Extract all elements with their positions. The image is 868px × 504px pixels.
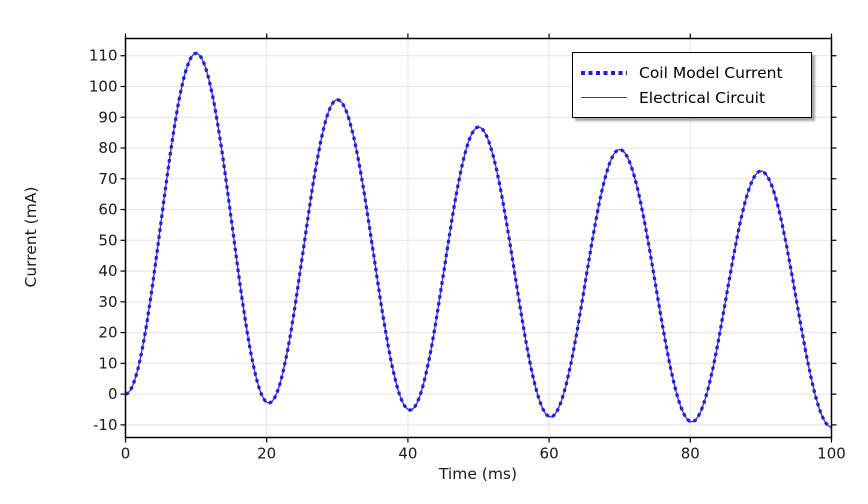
y-tick-label: 50	[98, 231, 117, 249]
series-layer	[125, 51, 832, 429]
legend-box: Coil Model Current Electrical Circuit	[572, 52, 812, 118]
legend-label: Electrical Circuit	[639, 88, 766, 107]
x-tick-label: 60	[540, 445, 559, 463]
x-axis-title: Time (ms)	[438, 465, 518, 483]
legend-item-electrical-circuit: Electrical Circuit	[581, 85, 803, 110]
solid-line-swatch-icon	[581, 97, 627, 98]
x-tick-label: 20	[257, 445, 276, 463]
y-tick-label: 40	[98, 262, 117, 280]
y-tick-label: 20	[98, 324, 117, 342]
y-tick-label: 30	[98, 293, 117, 311]
x-tick-label: 100	[817, 445, 846, 463]
y-tick-label: 70	[98, 170, 117, 188]
y-axis-title: Current (mA)	[22, 186, 40, 288]
series-dotted-line	[125, 51, 832, 429]
legend-item-coil-model: Coil Model Current	[581, 60, 803, 85]
y-tick-label: 100	[89, 77, 118, 95]
y-tick-label: -10	[93, 416, 118, 434]
x-tick-label: 0	[121, 445, 131, 463]
x-tick-label: 40	[398, 445, 417, 463]
y-tick-label: 90	[98, 108, 117, 126]
dotted-line-swatch-icon	[581, 70, 627, 75]
y-tick-label: 80	[98, 139, 117, 157]
legend-label: Coil Model Current	[639, 63, 783, 82]
y-tick-label: 110	[89, 47, 118, 65]
y-tick-label: 60	[98, 201, 117, 219]
y-tick-label: 0	[108, 385, 118, 403]
x-tick-label: 80	[681, 445, 700, 463]
y-tick-label: 10	[98, 354, 117, 372]
plot-border	[124, 37, 833, 439]
